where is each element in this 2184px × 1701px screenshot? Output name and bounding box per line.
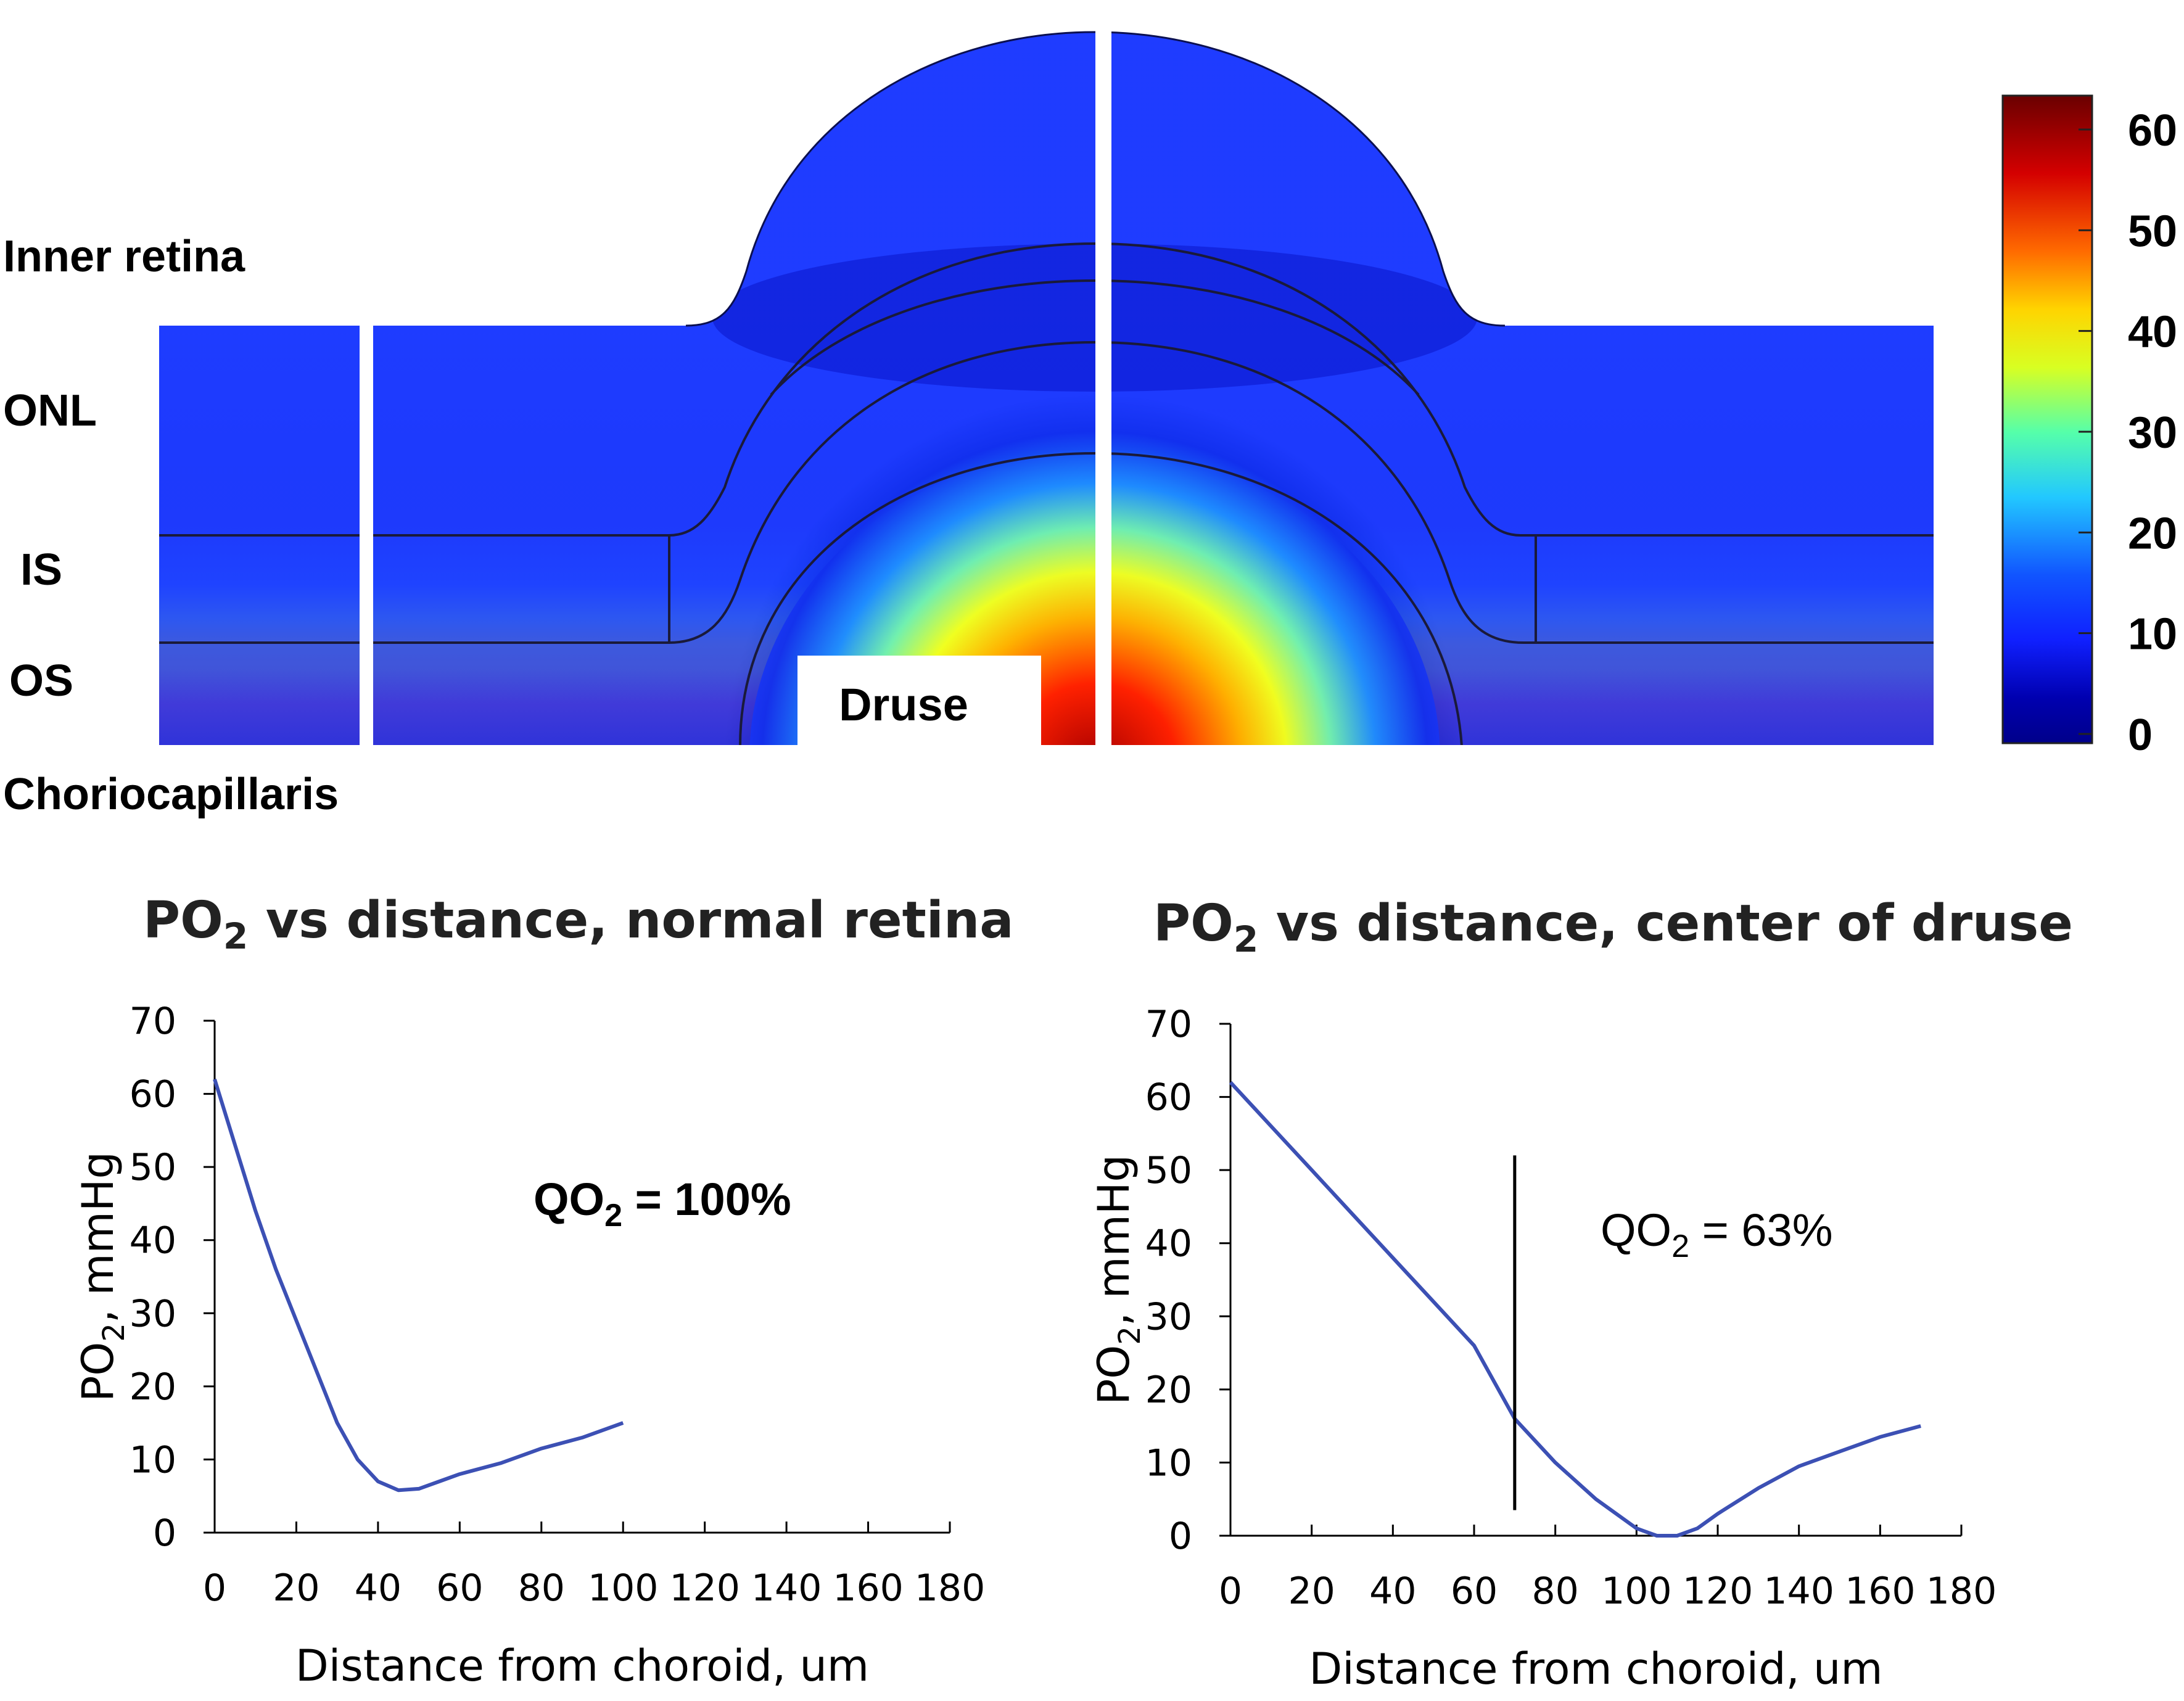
x-tick-label: 140 xyxy=(751,1567,822,1610)
y-tick-label: 60 xyxy=(130,1073,176,1116)
x-tick-label: 20 xyxy=(1288,1570,1335,1613)
layer-label-choriocapillaris: Choriocapillaris xyxy=(3,770,339,819)
layer-label-os: OS xyxy=(9,656,73,706)
y-tick-label: 30 xyxy=(130,1292,176,1335)
y-tick-label: 50 xyxy=(1145,1149,1192,1192)
y-tick-label: 40 xyxy=(130,1219,176,1262)
layer-label-inner-retina: Inner retina xyxy=(3,232,245,281)
y-tick-label: 70 xyxy=(1145,1003,1192,1046)
y-tick-label: 50 xyxy=(130,1146,176,1189)
y-axis-label: PO2, mmHg xyxy=(73,1151,131,1402)
po2-heatmap-figure: Druse Inner retina ONL IS OS Choriocapil… xyxy=(3,19,2178,819)
x-tick-label: 80 xyxy=(518,1567,565,1610)
druse-box xyxy=(797,656,1041,754)
x-tick-label: 120 xyxy=(669,1567,740,1610)
y-axis-label: PO2, mmHg xyxy=(1092,1155,1147,1405)
x-tick-label: 180 xyxy=(915,1567,986,1610)
x-tick-label: 100 xyxy=(1601,1570,1672,1613)
x-tick-label: 160 xyxy=(1845,1570,1916,1613)
po2-chart-center-of-druse: PO2 vs distance, center of druse 0 10 20 30 4… xyxy=(1092,894,2073,1694)
x-tick-label: 60 xyxy=(1451,1570,1498,1613)
chart-title: PO2 vs distance, normal retina xyxy=(143,891,1014,957)
po2-chart-normal-retina: PO2 vs distance, normal retina 0 10 20 30 40 5… xyxy=(73,891,1014,1691)
colorbar-tick-label: 60 xyxy=(2128,106,2177,155)
chart-title: PO2 vs distance, center of druse xyxy=(1153,894,2073,960)
qo2-annotation: QO2 = 63% xyxy=(1601,1205,1833,1264)
y-tick-label: 10 xyxy=(130,1438,176,1481)
x-tick-label: 20 xyxy=(273,1567,319,1610)
colorbar-tick-label: 50 xyxy=(2128,207,2177,256)
colorbar-tick-label: 20 xyxy=(2128,509,2177,558)
layer-label-onl: ONL xyxy=(3,386,97,435)
x-tick-label: 100 xyxy=(588,1567,659,1610)
x-tick-label: 40 xyxy=(1369,1570,1416,1613)
y-tick-label: 30 xyxy=(1145,1295,1192,1338)
x-tick-label: 0 xyxy=(1219,1570,1242,1613)
colorbar-tick-label: 40 xyxy=(2128,308,2177,357)
y-tick-label: 60 xyxy=(1145,1076,1192,1119)
x-axis-label: Distance from choroid, um xyxy=(295,1641,869,1691)
y-tick-label: 20 xyxy=(130,1365,176,1409)
panel-gap-center xyxy=(1095,19,1111,752)
panel-gap-left xyxy=(360,321,373,752)
x-tick-label: 180 xyxy=(1926,1570,1997,1613)
layer-label-is: IS xyxy=(20,545,62,595)
x-tick-label: 160 xyxy=(833,1567,904,1610)
x-tick-label: 40 xyxy=(355,1567,402,1610)
colorbar-tick-label: 10 xyxy=(2128,610,2177,659)
colorbar-tick-label: 30 xyxy=(2128,408,2177,458)
y-tick-label: 70 xyxy=(130,1000,176,1043)
x-tick-label: 120 xyxy=(1683,1570,1753,1613)
colorbar xyxy=(2001,94,2093,744)
y-tick-label: 10 xyxy=(1145,1441,1192,1485)
x-tick-label: 80 xyxy=(1531,1570,1578,1613)
x-axis-label: Distance from choroid, um xyxy=(1309,1644,1882,1694)
y-tick-label: 20 xyxy=(1145,1369,1192,1412)
qo2-annotation: QO2 = 100% xyxy=(534,1174,791,1234)
data-series-line xyxy=(213,1079,624,1493)
x-tick-label: 140 xyxy=(1763,1570,1834,1613)
x-tick-label: 60 xyxy=(436,1567,483,1610)
colorbar-ticks: 60 50 40 30 20 10 0 xyxy=(2079,106,2177,760)
retina-cross-section xyxy=(159,32,1934,745)
x-tick-label: 0 xyxy=(203,1567,226,1610)
y-tick-label: 0 xyxy=(153,1512,176,1555)
y-tick-label: 40 xyxy=(1145,1222,1192,1266)
data-series-line xyxy=(1229,1081,1921,1538)
druse-label: Druse xyxy=(839,679,968,730)
y-tick-label: 0 xyxy=(1169,1515,1192,1558)
colorbar-tick-label: 0 xyxy=(2128,710,2153,760)
